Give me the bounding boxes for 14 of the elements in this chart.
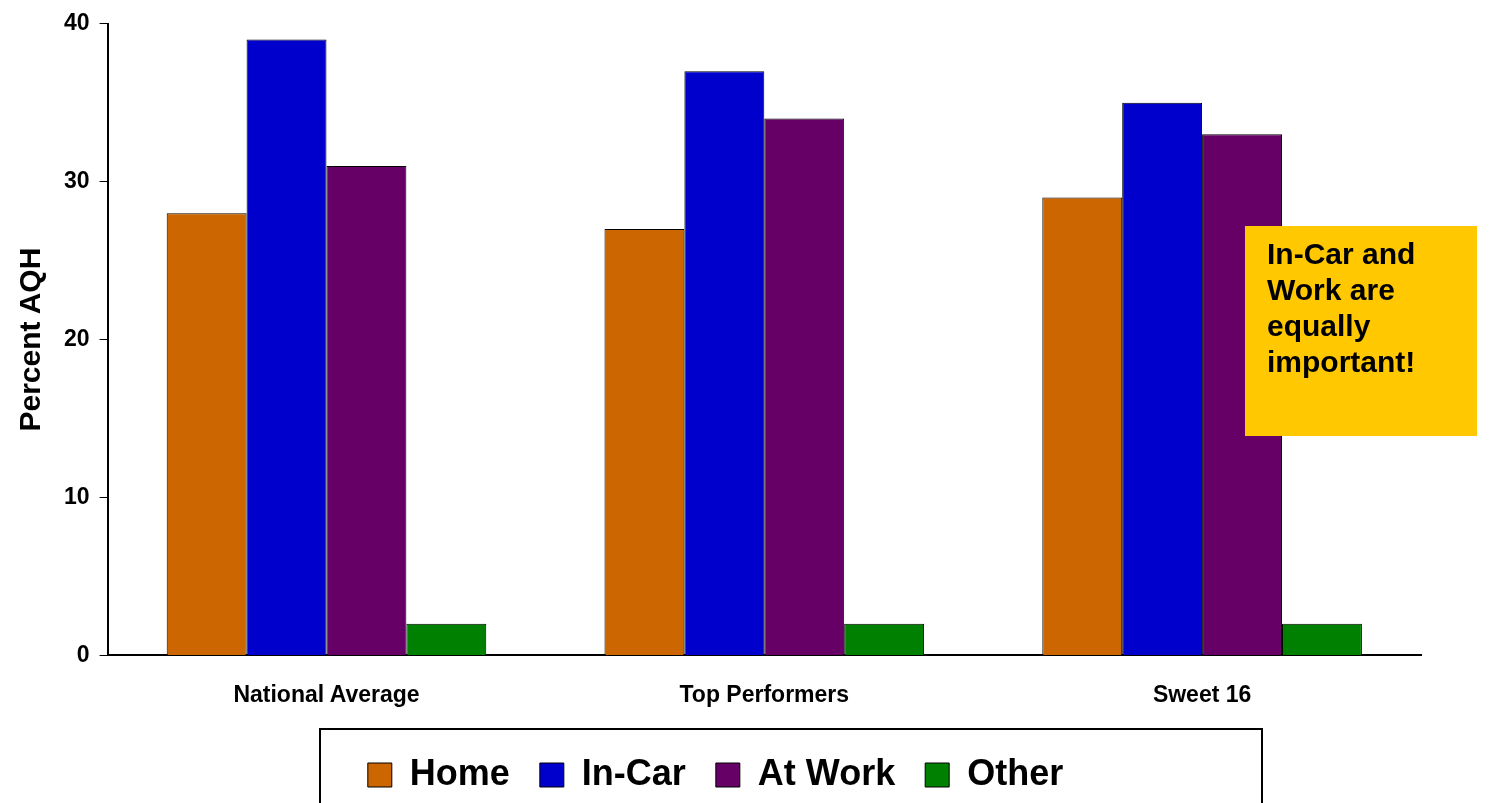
x-tick-label: Top Performers xyxy=(679,680,850,707)
annotation: In-Car and Work are equally important! xyxy=(1245,226,1477,436)
y-tick-label: 20 xyxy=(63,324,90,351)
y-tick-label: 40 xyxy=(63,9,90,36)
x-tick-label: National Average xyxy=(233,680,420,707)
y-axis-title: Percent AQH xyxy=(13,247,47,432)
x-tick-label: Sweet 16 xyxy=(1152,680,1252,707)
y-tick-label: 30 xyxy=(63,167,90,194)
legend-label: Other xyxy=(967,751,1064,793)
y-tick-label: 10 xyxy=(63,482,90,509)
legend-label: At Work xyxy=(757,751,897,793)
legend-label: In-Car xyxy=(581,751,686,793)
legend-label: Home xyxy=(409,751,510,793)
y-tick-label: 0 xyxy=(76,640,90,667)
